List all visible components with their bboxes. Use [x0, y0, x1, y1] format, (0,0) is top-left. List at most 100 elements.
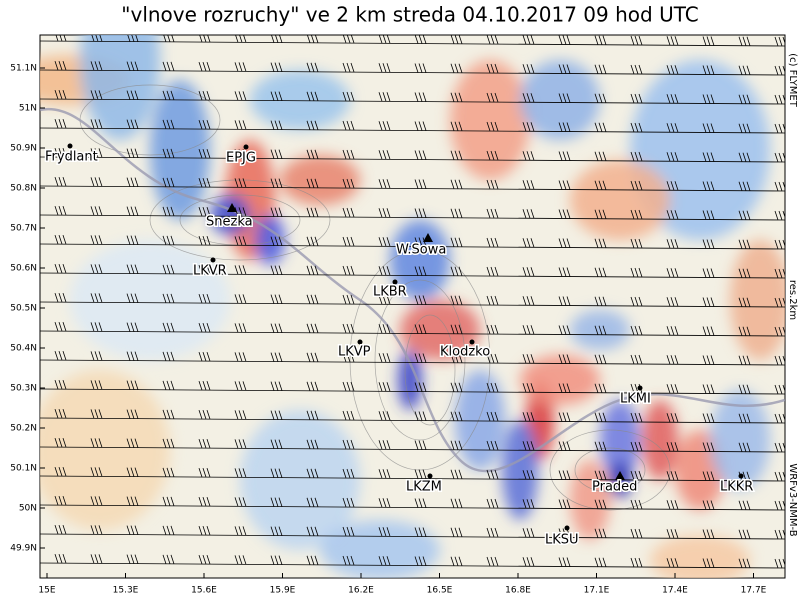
place-label: LKBR [373, 285, 407, 300]
barb-flag [98, 293, 103, 303]
barb-flag [62, 147, 67, 158]
barb-flag [670, 500, 675, 510]
barb-flag [350, 352, 355, 363]
barb-flag [566, 209, 571, 219]
barb-flag [666, 268, 671, 278]
barb-flag [238, 91, 243, 101]
barb-flag [458, 35, 463, 44]
barb-flag [490, 63, 495, 74]
barb-flag [490, 498, 495, 509]
place-label: LKVR [193, 264, 227, 279]
barb-flag [202, 496, 207, 507]
barb-flag [270, 178, 275, 188]
barb-flag [742, 152, 747, 162]
barb-flag [602, 528, 607, 538]
barb-flag [202, 380, 207, 391]
barb-flag [494, 121, 499, 132]
barb-flag [666, 297, 671, 307]
barb-flag [670, 94, 675, 104]
barb-flag [778, 36, 783, 47]
barb-flag [170, 119, 175, 129]
barb-flag [638, 35, 643, 46]
barb-flag [274, 62, 279, 72]
barb-flag [130, 496, 135, 506]
barb-flag [130, 351, 135, 361]
barb-flag [666, 442, 671, 452]
barb-flag [206, 380, 211, 391]
barb-flag [58, 379, 63, 390]
barb-flag [382, 353, 387, 363]
barb-flag [418, 469, 423, 479]
barb-flag [198, 90, 203, 101]
barb-flag [162, 351, 167, 361]
barb-flag [58, 292, 63, 303]
barb-flag [98, 148, 103, 158]
barb-flag [135, 35, 139, 42]
barb-flag [706, 558, 711, 568]
barb-flag [94, 206, 99, 216]
barb-shaft [40, 562, 785, 569]
barb-flag [522, 122, 527, 132]
barb-flag [94, 496, 99, 506]
barb-flag [306, 236, 311, 246]
place-label: Frydlant [45, 150, 98, 165]
barb-flag [742, 384, 747, 394]
barb-flag [386, 121, 391, 131]
barb-flag [134, 148, 139, 158]
barb-flag [594, 470, 599, 480]
barb-flag [738, 529, 743, 539]
barb-flag [638, 180, 643, 191]
barb-flag [594, 64, 599, 74]
barb-flag [274, 352, 279, 362]
barb-flag [486, 469, 491, 480]
barb-flag [274, 381, 279, 391]
barb-flag [342, 35, 347, 44]
barb-flag [630, 441, 635, 452]
barb-flag [486, 266, 491, 277]
barb-flag [778, 529, 783, 540]
barb-flag [630, 209, 635, 220]
barb-flag [454, 35, 459, 44]
barb-flag [202, 438, 207, 449]
barb-flag [458, 382, 463, 392]
barb-flag [306, 178, 311, 188]
barb-flag [98, 264, 103, 274]
barb-flag [58, 176, 63, 187]
barb-flag [598, 441, 603, 451]
barb-flag [702, 384, 707, 394]
barb-flag [342, 323, 347, 334]
barb-flag [746, 239, 751, 249]
barb-flag [742, 297, 747, 307]
barb-flag [206, 177, 211, 188]
barb-flag [494, 469, 499, 480]
barb-flag [598, 267, 603, 277]
barb-flag [782, 94, 785, 103]
barb-flag [522, 93, 527, 103]
barb-flag [270, 439, 275, 449]
barb-flag [134, 554, 139, 564]
barb-flag [458, 440, 463, 450]
barb-flag [526, 383, 531, 393]
barb-flag [746, 500, 751, 510]
barb-flag [674, 297, 679, 307]
barb-flag [198, 351, 203, 362]
barb-flag [58, 495, 63, 506]
barb-flag [562, 441, 567, 451]
barb-flag [234, 178, 239, 188]
barb-flag [710, 558, 715, 568]
barb-flag [602, 557, 607, 567]
barb-flag [278, 497, 283, 507]
barb-flag [314, 149, 319, 159]
barb-flag [306, 410, 311, 420]
barb-flag [782, 442, 785, 451]
barb-flag [458, 237, 463, 247]
barb-flag [55, 35, 59, 42]
barb-flag [746, 471, 751, 481]
barb-flag [134, 293, 139, 303]
barb-flag [274, 294, 279, 304]
barb-flag [702, 500, 707, 510]
barb-flag [706, 384, 711, 394]
barb-flag [674, 239, 679, 249]
barb-flag [494, 179, 499, 190]
barb-flag [774, 123, 779, 134]
